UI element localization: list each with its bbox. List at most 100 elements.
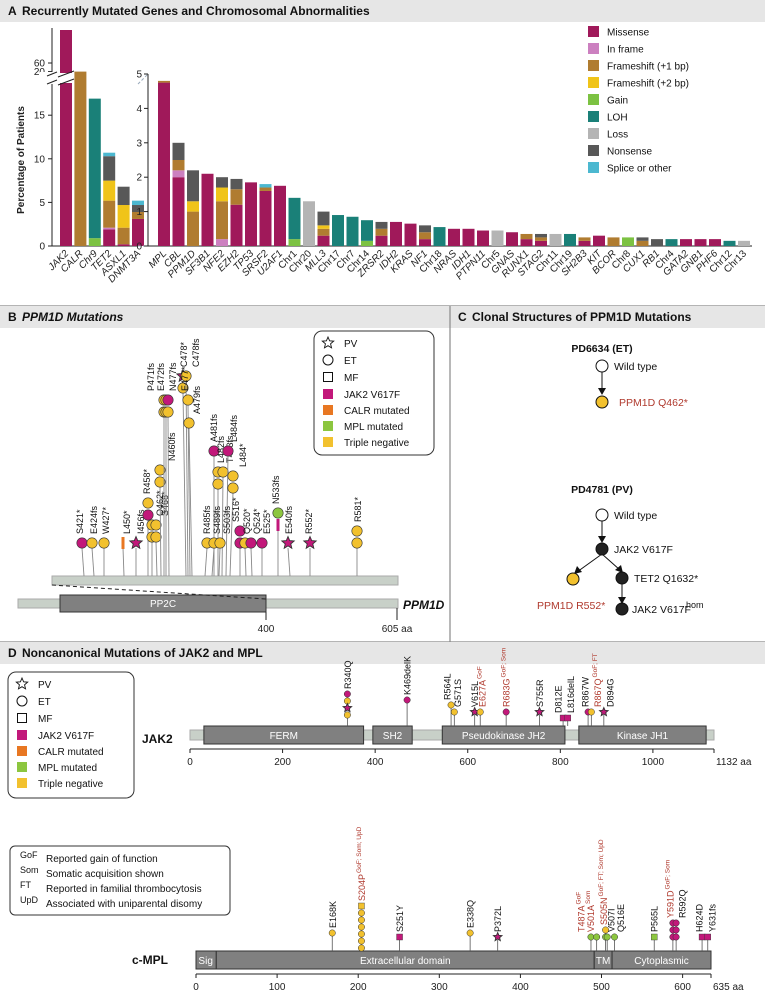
bar-Chr19-loh [564,233,576,246]
ppm1d-marker-t483fs-0 [217,466,229,478]
ppm1d-marker-r458x-1 [142,509,154,521]
legend-swatch-gain [588,94,599,105]
ppm1d-marker-e424fs-0 [86,537,98,549]
ppm1d-legend-swatch-1 [323,405,333,415]
mpl-gene-label: c-MPL [132,953,168,967]
y-axis-label: Percentage of Patients [16,106,27,214]
ppm1d-stem-3 [122,547,125,577]
bar-CUX1-frameshift-1-bp- [636,240,649,246]
ppm1d-marker-e525x-0 [256,537,268,549]
right-y-tick-3: 3 [136,138,142,149]
jak2-domain-2 [441,725,566,745]
panel-d-legend-swatch-3 [17,778,27,788]
bar-DNMT3A-frameshift-1-bp- [132,211,144,219]
panel-a-title: Recurrently Mutated Genes and Chromosoma… [22,4,370,18]
mpl-marker-v507i-0 [603,933,611,941]
ppm1d-label-27: E525* [262,509,272,534]
bar-PHF6-missense [709,239,721,246]
ppm1d-label-4: I456fs [136,509,146,534]
ppm1d-label-12: C478* [179,341,189,367]
jak2-marker-r340q-3 [343,711,351,719]
legend-swatch-missense [588,26,599,37]
bar-TET2-frameshift-2-bp- [103,180,116,201]
ppm1d-marker-l484fs-0 [222,445,234,457]
jak2-tick-5: 1000 [642,757,665,768]
legend-label-nonsense: Nonsense [607,147,652,158]
bar-JAK2-missense [60,30,72,246]
ppm1d-legend-color-2: MPL mutated [344,422,403,433]
mpl-marker-r592q-2 [672,933,680,941]
panel-b-lollipop: PPM1D 400 605 aa PV ET MF JAK2 V617F CALR mu… [17,330,445,635]
mpl-marker-s204p-0 [358,902,365,910]
panel-b-c-header [0,306,765,328]
bar-Chr17-loh [332,215,344,246]
ppm1d-stem-0 [81,547,85,577]
ppm1d-marker-c478fs-0 [180,370,192,382]
bar-NRAS-missense [448,228,460,246]
jak2-marker-l816dell-0 [564,714,571,722]
mpl-marker-s505n-0 [602,926,610,934]
ppm1d-stem-21 [204,547,208,577]
bar-CBL-in-frame [172,170,185,178]
pd4781-tet2-node [615,571,629,585]
bar-SH2B3-missense [578,240,591,246]
jak2-marker-r564l-0 [447,701,455,709]
legend-swatch-loss [588,128,599,139]
bar-DNMT3A-missense [132,218,144,246]
jak2-domain-3 [578,725,707,745]
panel-d-legend-color-0: JAK2 V617F [38,731,94,742]
bar-CBL-missense [172,177,185,246]
bar-GNAS-missense [506,232,518,246]
ppm1d-marker-n460fs-0 [154,464,166,476]
ppm1d-label-19: L484fs [229,414,239,442]
bar-PPM1D-frameshift-2-bp- [187,201,199,212]
panel-d-chart: JAK2 c-MPL PV ET MF JAK2 V617F CALR mutated M… [7,648,752,993]
ppm1d-label-31: R581* [353,496,363,522]
bar-RUNX1-frameshift-1-bp- [520,233,533,240]
ppm1d-label-1: E424fs [89,505,99,534]
ppm1d-stem-26 [250,547,253,577]
panel-d-legend-color-3: Triple negative [38,779,104,790]
jak2-marker-r683g-0 [502,708,510,716]
ppm1d-marker-s468x-0 [150,519,162,531]
mpl-domain-label-1: Extracellular domain [360,956,451,967]
jak2-domain-label-2: Pseudokinase JH2 [462,731,546,742]
ppm1d-marker-r552x-0 [302,535,318,550]
ppm1d-tick-400: 400 [258,624,275,635]
jak2-tick-3: 600 [459,757,476,768]
mpl-label-12: R592Q [678,889,688,918]
bar-CUX1-nonsense [636,237,649,241]
pd6634-arrow [598,388,606,395]
mpl-label-8: V507I [607,908,617,932]
mpl-label-13: H624D [695,903,705,932]
bar-Chr18-loh [433,227,446,246]
right-y-tick-2: 2 [136,173,142,184]
jak2-domain-label-1: SH2 [383,731,403,742]
footnote-sup-0: GoF [20,850,38,860]
ppm1d-label-2: W427* [101,506,111,534]
panel-a-letter: A [8,4,17,18]
mpl-label-4: P372L [493,906,503,932]
mpl-marker-s204p-2 [357,916,365,924]
left-y-tick-10: 10 [34,154,46,165]
mpl-label-10: P565L [650,906,660,932]
bar-BCOR-frameshift-1-bp- [607,237,620,246]
ppm1d-marker-n460fs-1 [154,476,166,488]
jak2-tick-1: 200 [274,757,291,768]
jak2-label-2: R564L [443,673,453,700]
ppm1d-label-0: S421* [75,509,85,534]
legend-label-loss: Loss [607,130,628,141]
pd4781-jak2hom-sup: hom [686,600,704,610]
ppm1d-stem-14 [187,404,191,577]
panel-d-legend-shape-PV: PV [38,680,52,691]
bar-Chr1-loh [288,197,301,240]
panel-d-legend-swatch-2 [17,762,27,772]
panel-d-header [0,642,765,664]
ppm1d-stem-15 [188,427,193,577]
left-y-tick-15: 15 [34,111,46,122]
mpl-tick-1: 100 [269,982,286,993]
bar-Chr14-loh [361,220,373,241]
jak2-label-11: R867QGoF; FT [592,653,603,707]
footnote-sup-1: Som [20,865,39,875]
panel-d-legend-color-1: CALR mutated [38,747,104,758]
